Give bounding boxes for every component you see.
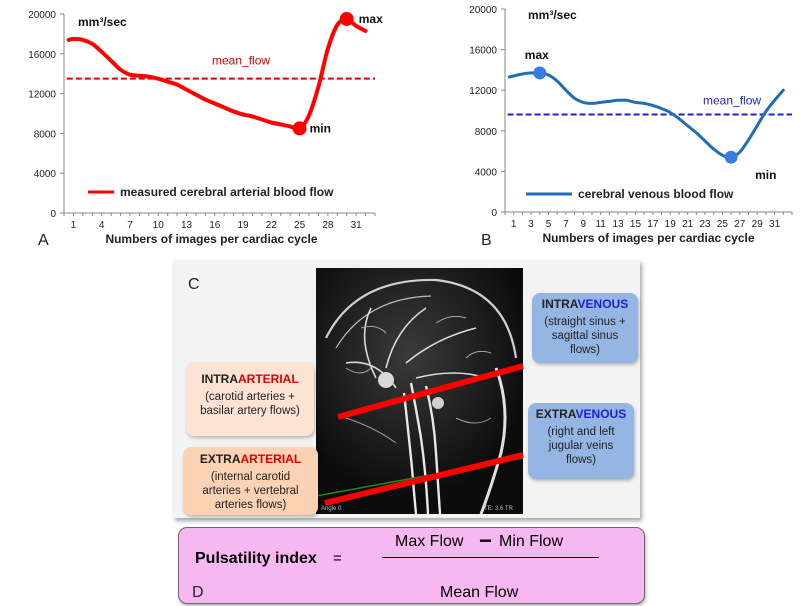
x-tick-label: 23 (699, 219, 711, 230)
x-tick-label: 29 (752, 219, 764, 230)
intra-venous-desc: (straight sinus + sagittal sinus flows) (544, 316, 626, 356)
x-tick-label: 19 (237, 220, 249, 231)
min-label: min (310, 121, 331, 135)
y-tick-label: 16000 (28, 50, 56, 61)
denominator-mean-flow: Mean Flow (440, 584, 519, 601)
extra-venous-desc: (right and left jugular veins flows) (547, 426, 615, 466)
pulsatility-formula: Pulsatility index = Max Flow − Min Flow … (178, 527, 645, 604)
x-tick-label: 31 (769, 219, 781, 230)
formula-label: Pulsatility index (195, 550, 317, 567)
min-marker (724, 150, 738, 164)
y-tick-label: 4000 (475, 167, 498, 178)
x-tick-label: 15 (630, 219, 642, 230)
unit-label: mm³/sec (528, 8, 577, 22)
max-marker (339, 11, 354, 26)
extra-arterial-box: EXTRAARTERIAL (internal carotid arteries… (183, 447, 318, 515)
mri-caption-left: Angle 0 (321, 506, 342, 512)
x-axis-title: Numbers of images per cardiac cycle (542, 231, 754, 245)
x-tick-label: 7 (563, 219, 569, 230)
series-line (66, 16, 368, 131)
panel-label-d: D (192, 584, 204, 601)
extra-venous-box: EXTRAVENOUS (right and left jugular vein… (528, 403, 634, 479)
x-tick-label: 13 (181, 220, 193, 231)
extra-arterial-desc: (internal carotid arteries + vertebral a… (202, 471, 299, 511)
mean-flow-label: mean_flow (212, 54, 270, 68)
y-tick-label: 16000 (469, 46, 497, 57)
y-tick-label: 8000 (34, 129, 57, 140)
panel-label-c: C (188, 276, 200, 293)
chart-a: 0 4000 8000 12000 16000 20000 1 4 7 10 13 16 19 22 25 2… (28, 10, 383, 246)
y-tick-label: 12000 (28, 90, 56, 101)
x-tick-label: 7 (127, 220, 133, 231)
x-tick-label: 11 (595, 219, 606, 230)
x-tick-label: 1 (71, 220, 77, 231)
intra-venous-box: INTRAVENOUS (straight sinus + sagittal s… (532, 293, 638, 363)
mean-flow-label: mean_flow (703, 94, 761, 108)
panel-label-b: B (481, 232, 492, 249)
legend-label: cerebral venous blood flow (578, 187, 734, 201)
x-tick-label: 22 (266, 220, 278, 231)
x-tick-label: 5 (546, 219, 552, 230)
x-axis-title: Numbers of images per cardiac cycle (105, 232, 317, 246)
y-tick-label: 20000 (28, 10, 56, 21)
y-tick-label: 4000 (34, 169, 57, 180)
y-tick-label: 8000 (475, 127, 498, 138)
min-marker (292, 121, 307, 136)
fraction-bar (382, 557, 599, 558)
numerator-min-flow: Min Flow (499, 533, 564, 550)
x-tick-label: 21 (682, 219, 694, 230)
min-label: min (755, 168, 776, 182)
x-tick-label: 4 (99, 220, 105, 231)
mri-caption-right: TE: 3.6 TR (484, 506, 514, 512)
x-tick-label: 25 (294, 220, 306, 231)
y-tick-label: 0 (491, 208, 497, 219)
x-tick-label: 27 (734, 219, 746, 230)
intra-arterial-desc: (carotid arteries + basilar artery flows… (200, 391, 300, 417)
max-label: max (359, 12, 383, 26)
x-tick-label: 13 (612, 219, 624, 230)
series-line (507, 71, 785, 159)
x-tick-label: 9 (580, 219, 586, 230)
y-tick-label: 12000 (469, 86, 497, 97)
x-tick-label: 31 (351, 220, 363, 231)
panel-label-a: A (38, 232, 49, 249)
y-tick-label: 20000 (469, 5, 497, 16)
mri-angiogram: Angle 0 TE: 3.6 TR (316, 268, 523, 514)
x-tick-label: 17 (647, 219, 659, 230)
formula-equals: = (333, 550, 342, 567)
x-tick-label: 28 (322, 220, 334, 231)
minus-sign: − (479, 528, 492, 553)
x-tick-label: 3 (528, 219, 534, 230)
unit-label: mm³/sec (78, 15, 127, 29)
max-label: max (525, 48, 549, 62)
x-tick-label: 25 (717, 219, 729, 230)
legend-label: measured cerebral arterial blood flow (120, 185, 334, 199)
numerator-max-flow: Max Flow (395, 533, 464, 550)
x-tick-label: 19 (665, 219, 677, 230)
intra-arterial-box: INTRAARTERIAL (carotid arteries + basila… (186, 362, 314, 436)
x-tick-label: 10 (153, 220, 165, 231)
x-tick-label: 16 (209, 220, 221, 231)
y-tick-label: 0 (50, 209, 56, 220)
max-marker (533, 66, 547, 80)
x-tick-label: 1 (511, 219, 517, 230)
